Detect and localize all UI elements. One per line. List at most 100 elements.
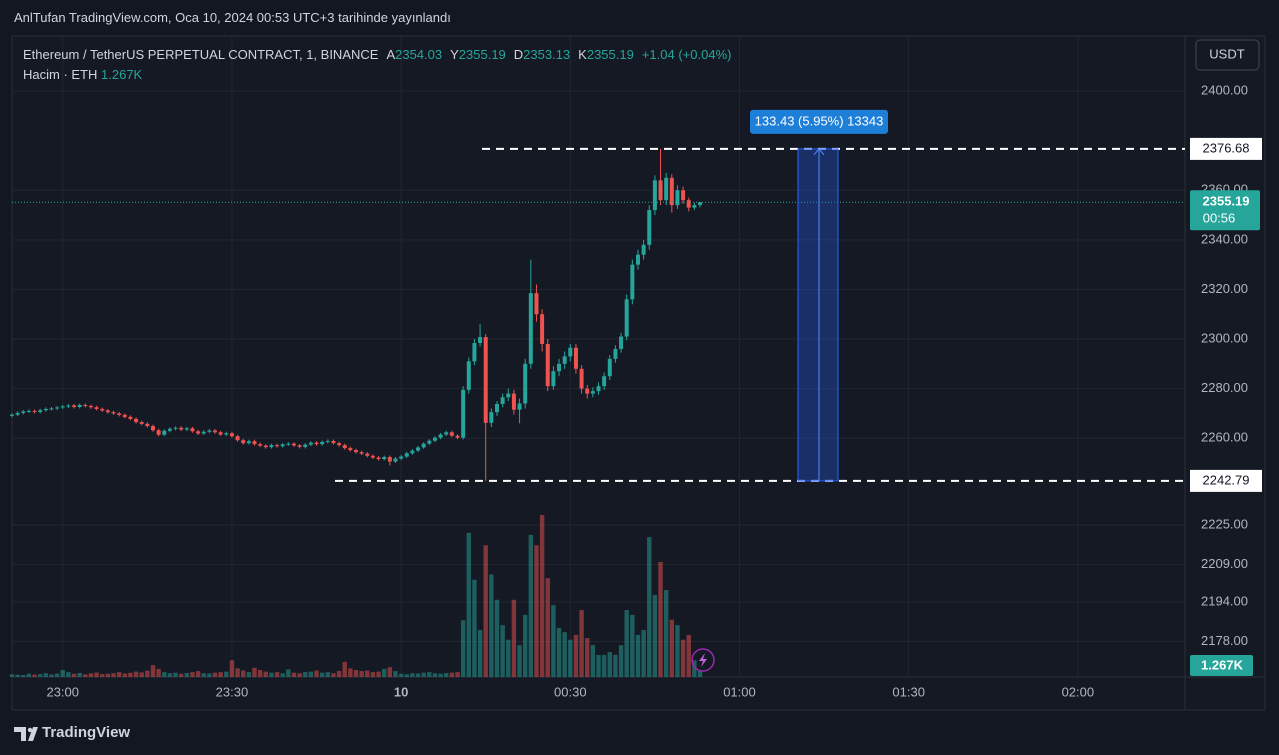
volume-bar: [568, 639, 573, 677]
logo-mark: [14, 727, 38, 741]
candle-body: [540, 314, 545, 344]
candle-body: [658, 180, 663, 201]
volume-bar: [342, 661, 347, 677]
volume-bar: [128, 672, 133, 677]
x-tick-label: 01:00: [723, 684, 756, 699]
volume-bar: [410, 673, 415, 677]
last-price-box: [1190, 190, 1260, 231]
candle-body: [354, 450, 359, 453]
volume-bar: [308, 671, 314, 677]
volume-bar: [37, 674, 43, 677]
volume-bar: [77, 672, 82, 677]
candle-body: [573, 347, 578, 369]
candle-body: [511, 393, 516, 410]
candle-body: [387, 457, 392, 462]
volume-bar: [286, 669, 291, 677]
candle-body: [15, 412, 20, 415]
volume-bar: [590, 645, 596, 677]
volume-bar: [122, 673, 127, 677]
line-label-box: [1190, 137, 1262, 160]
volume-row: Hacim · ETH 1.267K: [23, 65, 731, 85]
candle-body: [128, 416, 133, 419]
candle-body: [455, 435, 460, 438]
volume-bar: [94, 672, 99, 677]
ohlc-key: Y: [450, 47, 459, 62]
x-tick-label: 00:30: [554, 684, 587, 699]
candle-body: [207, 430, 212, 432]
volume-bar: [376, 671, 381, 677]
candle-body: [314, 442, 319, 445]
candle-body: [652, 180, 657, 211]
ohlc-value: 2353.13: [523, 47, 571, 62]
candle-body: [179, 427, 184, 430]
candle-body: [156, 430, 161, 435]
flash-icon-bolt: [699, 653, 707, 667]
candle-body: [647, 210, 652, 245]
volume-bar: [32, 674, 37, 677]
last-price-label: 2355.19: [1203, 194, 1250, 209]
volume-bar: [415, 673, 421, 677]
candle-body: [449, 432, 454, 436]
volume-bar: [105, 673, 111, 677]
x-tick-label: 02:00: [1062, 684, 1095, 699]
volume-bar: [43, 673, 49, 677]
volume-bar: [49, 674, 54, 677]
volume-bar: [218, 672, 223, 677]
candle-body: [393, 458, 398, 462]
candle-body: [43, 408, 48, 411]
candle-body: [26, 410, 31, 412]
volume-bar: [133, 671, 139, 677]
volume-bar: [562, 632, 567, 677]
volume-bar: [618, 645, 624, 677]
volume-name: Hacim · ETH: [23, 67, 98, 82]
volume-bar: [393, 671, 398, 677]
volume-bar: [663, 590, 669, 677]
candle-body: [173, 427, 178, 429]
volume-bar: [9, 674, 15, 677]
volume-bar: [370, 672, 376, 677]
candle-body: [698, 202, 703, 206]
volume-bar: [517, 645, 522, 677]
volume-bar: [336, 671, 342, 677]
x-tick-label: 23:00: [46, 684, 79, 699]
y-tick-label: 2340.00: [1201, 231, 1248, 246]
candle-body: [286, 443, 291, 445]
volume-bar: [427, 672, 432, 677]
candle-body: [32, 410, 37, 412]
candle-body: [478, 337, 483, 344]
volume-bar: [229, 660, 235, 677]
line-label: 2242.79: [1203, 472, 1250, 487]
ohlc-key: K: [578, 47, 587, 62]
candle-body: [641, 244, 646, 255]
candle-body: [416, 447, 421, 451]
volume-bar: [241, 670, 246, 677]
candle-body: [291, 443, 296, 446]
volume-bar: [359, 671, 364, 677]
candle-body: [483, 337, 488, 423]
candle-body: [320, 441, 325, 445]
candle-body: [664, 177, 669, 201]
candle-body: [444, 432, 449, 435]
candle-body: [162, 430, 167, 435]
candle-body: [579, 368, 584, 389]
volume-bar: [162, 672, 167, 677]
candle-body: [60, 406, 65, 408]
candle-body: [421, 443, 426, 448]
currency-button[interactable]: [1195, 39, 1260, 71]
volume-bar: [195, 671, 201, 677]
candle-body: [562, 356, 567, 364]
symbol-row: Ethereum / TetherUS PERPETUAL CONTRACT, …: [23, 45, 731, 65]
candle-body: [303, 444, 308, 447]
volume-bar: [596, 654, 601, 677]
volume-bar: [15, 674, 20, 677]
candle-body: [545, 343, 550, 387]
volume-bar: [325, 672, 331, 677]
candle-body: [325, 440, 330, 442]
candle-body: [88, 405, 93, 408]
volume-bar: [387, 667, 393, 677]
candle-body: [117, 413, 122, 415]
volume-bar: [613, 654, 618, 677]
line-label: 2376.68: [1203, 140, 1250, 155]
measure-arrowhead: [813, 148, 825, 156]
